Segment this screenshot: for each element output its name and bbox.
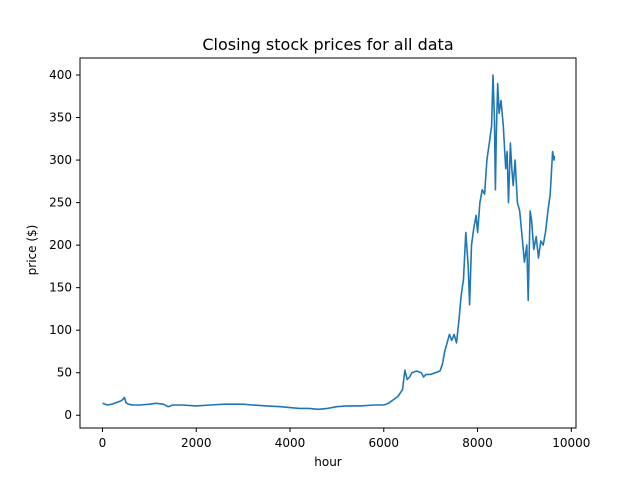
price-series-line <box>102 74 556 411</box>
y-tick-label: 250 <box>49 196 72 210</box>
chart-title: Closing stock prices for all data <box>202 35 453 54</box>
y-tick-label: 350 <box>49 111 72 125</box>
x-tick-label: 6000 <box>369 436 400 450</box>
y-tick-label: 300 <box>49 153 72 167</box>
x-tick-label: 2000 <box>181 436 212 450</box>
y-tick-label: 100 <box>49 323 72 337</box>
x-tick-label: 8000 <box>462 436 493 450</box>
plot-frame <box>79 57 577 429</box>
y-tick-label: 50 <box>57 366 72 380</box>
x-tick-label: 10000 <box>552 436 590 450</box>
x-tick-label: 0 <box>99 436 107 450</box>
x-axis: 0 2000 4000 6000 8000 10000 <box>99 428 590 450</box>
y-axis-title: price ($) <box>25 225 39 276</box>
plot-area <box>79 57 577 429</box>
y-axis: 0 50 100 150 200 250 300 350 400 <box>49 68 80 422</box>
y-tick-label: 150 <box>49 281 72 295</box>
y-tick-label: 0 <box>64 408 72 422</box>
plot-background <box>80 58 576 428</box>
x-axis-title: hour <box>314 455 342 469</box>
y-tick-label: 400 <box>49 68 72 82</box>
x-tick-label: 4000 <box>275 436 306 450</box>
y-tick-label: 200 <box>49 238 72 252</box>
